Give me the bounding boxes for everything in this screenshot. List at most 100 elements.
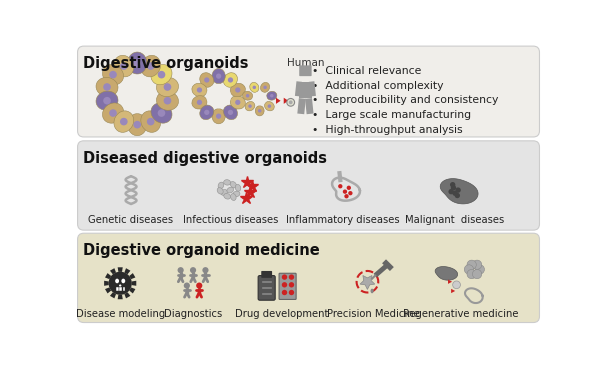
Circle shape (202, 267, 208, 273)
Ellipse shape (261, 82, 270, 92)
Ellipse shape (102, 65, 123, 85)
Text: Genetic diseases: Genetic diseases (88, 215, 173, 225)
Circle shape (103, 97, 111, 104)
Polygon shape (451, 289, 455, 293)
Ellipse shape (231, 181, 237, 188)
Ellipse shape (192, 96, 207, 109)
Ellipse shape (221, 189, 228, 195)
Ellipse shape (212, 108, 225, 124)
Ellipse shape (250, 82, 259, 92)
Ellipse shape (264, 101, 275, 111)
Circle shape (263, 86, 267, 89)
Circle shape (289, 290, 294, 295)
Ellipse shape (227, 187, 234, 193)
Polygon shape (125, 292, 131, 298)
Circle shape (253, 86, 256, 89)
Circle shape (103, 83, 111, 91)
Circle shape (190, 267, 196, 273)
FancyBboxPatch shape (279, 273, 296, 299)
Circle shape (197, 100, 202, 105)
Ellipse shape (217, 188, 223, 194)
Circle shape (343, 189, 347, 194)
FancyBboxPatch shape (261, 271, 272, 278)
Circle shape (452, 191, 458, 196)
FancyBboxPatch shape (78, 233, 539, 323)
Text: •  Additional complexity: • Additional complexity (312, 81, 443, 91)
Ellipse shape (141, 55, 161, 77)
Polygon shape (129, 273, 135, 279)
Polygon shape (105, 273, 111, 279)
Circle shape (134, 121, 141, 128)
Ellipse shape (157, 77, 178, 97)
Circle shape (344, 194, 349, 199)
Circle shape (467, 260, 476, 269)
Polygon shape (284, 98, 288, 104)
Circle shape (147, 118, 155, 126)
Circle shape (216, 73, 222, 79)
Circle shape (347, 186, 351, 190)
Circle shape (158, 109, 166, 117)
Circle shape (258, 109, 261, 112)
Text: •  Clinical relevance: • Clinical relevance (312, 66, 421, 76)
Circle shape (282, 282, 287, 288)
Ellipse shape (115, 278, 119, 283)
Bar (114, 287, 126, 292)
Circle shape (228, 77, 233, 82)
Circle shape (147, 62, 155, 70)
Circle shape (109, 71, 117, 78)
Ellipse shape (200, 73, 214, 87)
Text: Digestive organoid medicine: Digestive organoid medicine (83, 243, 320, 258)
Circle shape (164, 97, 172, 104)
Ellipse shape (267, 91, 277, 100)
Circle shape (455, 193, 460, 198)
Circle shape (164, 83, 172, 91)
Circle shape (287, 99, 294, 106)
Ellipse shape (102, 103, 123, 123)
Ellipse shape (151, 103, 172, 123)
Ellipse shape (218, 182, 224, 189)
FancyBboxPatch shape (258, 276, 275, 300)
Ellipse shape (128, 52, 147, 74)
Circle shape (453, 281, 461, 289)
Ellipse shape (231, 193, 236, 200)
Ellipse shape (230, 83, 246, 97)
Circle shape (108, 272, 132, 295)
Circle shape (253, 92, 267, 105)
Polygon shape (435, 266, 458, 280)
Circle shape (204, 110, 209, 115)
Circle shape (338, 184, 343, 188)
FancyBboxPatch shape (78, 141, 539, 230)
Ellipse shape (224, 180, 231, 185)
Text: Inflammatory diseases: Inflammatory diseases (286, 215, 400, 225)
Circle shape (473, 260, 482, 269)
Ellipse shape (119, 284, 122, 287)
FancyBboxPatch shape (78, 46, 539, 137)
Circle shape (451, 185, 456, 191)
Ellipse shape (141, 111, 161, 132)
Circle shape (289, 100, 293, 104)
Ellipse shape (122, 278, 125, 283)
Circle shape (475, 265, 485, 274)
Bar (116, 287, 119, 291)
Polygon shape (125, 268, 131, 274)
Text: Diseased digestive organoids: Diseased digestive organoids (83, 151, 327, 166)
Ellipse shape (223, 105, 237, 120)
Circle shape (158, 71, 166, 78)
Circle shape (455, 187, 461, 193)
Text: •  High-throughput analysis: • High-throughput analysis (312, 125, 462, 135)
Ellipse shape (113, 276, 127, 287)
Circle shape (134, 59, 141, 67)
Ellipse shape (96, 91, 118, 110)
Polygon shape (110, 292, 116, 298)
Ellipse shape (157, 91, 178, 110)
Ellipse shape (245, 101, 255, 111)
Circle shape (448, 189, 454, 194)
Circle shape (473, 269, 482, 279)
Text: Regenerative medicine: Regenerative medicine (403, 309, 518, 319)
Polygon shape (440, 178, 478, 204)
Polygon shape (117, 267, 123, 272)
Text: Precision Medicine: Precision Medicine (327, 309, 420, 319)
Polygon shape (448, 280, 452, 284)
Polygon shape (276, 98, 281, 104)
Ellipse shape (114, 55, 134, 77)
